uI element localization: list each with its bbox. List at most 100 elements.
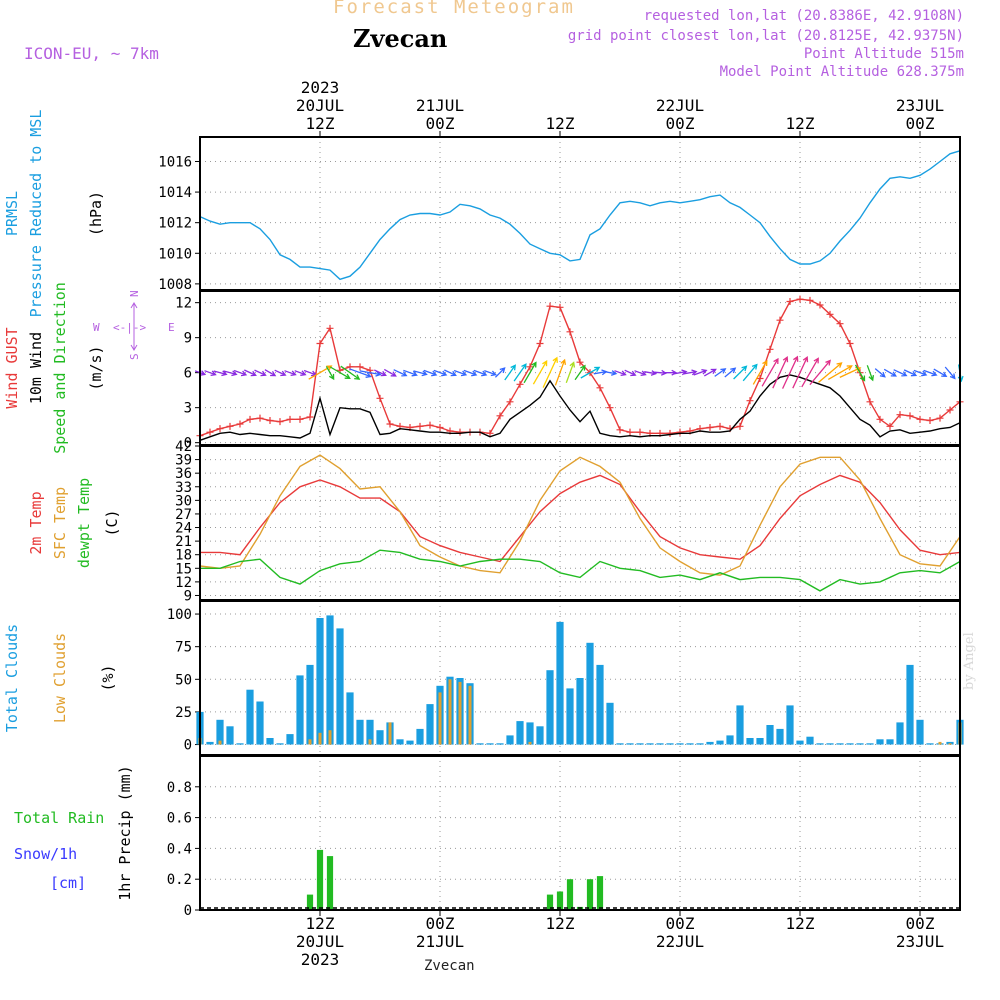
wind-arrow [761,357,779,387]
time-label-top: 00Z [906,114,935,133]
time-label-top: 23JUL [896,96,944,115]
clouds-bar [388,722,392,745]
gust-marker [626,428,634,436]
time-label-top: 22JUL [656,96,704,115]
clouds-bar [316,618,324,745]
precip-bar [306,894,314,910]
clouds-bar [816,743,824,745]
time-label-bottom: 2023 [301,950,340,969]
gust-marker [386,420,394,428]
gust-marker [616,426,624,434]
y-axis-label: (hPa) [87,191,105,236]
wind-arrow [624,369,637,377]
gust-marker [216,425,224,433]
y-tick-label: 21 [175,534,192,550]
wind-arrow [204,370,217,377]
wind-arrow [383,368,397,377]
y-tick-label: 0.2 [167,872,192,888]
y-axis-label: dewpt Temp [75,478,93,568]
y-axis-label: 10m Wind [27,332,45,404]
temperature-series-line [200,474,961,563]
wind-arrow [923,369,938,377]
clouds-panel: 0 25 50 75 100 Total Clouds Low Clouds (%) [3,600,964,756]
y-tick-label: 0 [184,738,192,754]
clouds-bar [826,743,834,745]
clouds-bar [636,743,644,745]
gust-marker [256,414,264,422]
gust-marker [836,320,844,328]
gust-marker [326,324,334,332]
wind-arrow [883,368,897,377]
clouds-bar [218,740,222,745]
clouds-bar [528,741,532,745]
gust-marker [866,398,874,406]
gust-marker [246,415,254,423]
time-label-top: 2023 [301,78,340,97]
credit-watermark: by Angel [962,632,977,690]
clouds-bar [476,743,484,745]
clouds-bar [346,692,354,745]
wind-arrow [792,355,809,389]
wind-arrow [693,368,708,376]
y-axis-label: 2m Temp [27,491,45,554]
wind-arrow [359,370,382,377]
wind-arrow [403,369,418,377]
y-tick-label: 33 [175,480,192,496]
y-tick-label: 0.4 [167,841,192,857]
clouds-bar [646,743,654,745]
time-label-bottom: 12Z [306,914,335,933]
y-axis-label: Low Clouds [51,633,69,723]
clouds-bar [876,739,884,745]
precip-bar [546,894,554,910]
wind-arrow [484,369,497,377]
clouds-bar [776,728,784,745]
time-label-top: 00Z [426,114,455,133]
gust-marker [876,415,884,423]
chart-title: Forecast Meteogram [333,0,575,18]
clouds-bar [526,722,534,745]
temperature-series-line [199,454,961,576]
clouds-bar [846,743,854,745]
clouds-bar [656,743,664,745]
wind-arrow [423,369,438,377]
gust-marker [756,375,764,382]
compass-w: W [93,321,100,334]
gust-marker [286,415,294,423]
gust-marker [506,398,514,406]
precip-bar [586,879,594,910]
gust-marker [536,340,544,347]
time-label-bottom: 23JUL [896,932,944,951]
wind-arrow [532,360,548,385]
clouds-bar [546,670,554,745]
wind-panel: 0 3 6 9 12 W <-|-> E N S Wind GUST 10m Wind Speed an… [3,282,964,454]
wind-arrow [782,355,799,389]
wind-arrow [893,369,908,377]
wind-arrow [580,366,601,379]
gust-marker [296,415,304,423]
time-label-bottom: 12Z [546,914,575,933]
gust-marker [666,429,674,437]
clouds-bar [616,743,624,745]
gust-marker [276,418,284,426]
wind-arrow [742,363,758,382]
wind-arrow [827,365,853,380]
clouds-bar [308,739,312,745]
gust-marker [436,424,444,431]
wind-arrow [264,369,277,377]
wind-series-line [199,298,961,437]
clouds-bar [676,743,684,745]
clouds-bar [796,740,804,745]
wind-arrow [473,369,488,377]
clouds-bar [496,743,504,745]
precip-frame [199,755,961,911]
precip-legend-label: Total Rain [14,809,104,827]
y-tick-label: 1008 [158,277,192,293]
precip-bar [556,891,564,910]
wind-arrow [284,370,297,377]
gust-marker [786,298,794,305]
clouds-bar [766,725,774,745]
gust-marker [496,412,504,420]
clouds-bar [486,743,494,745]
wind-arrow [233,369,248,377]
gust-marker [796,295,804,303]
